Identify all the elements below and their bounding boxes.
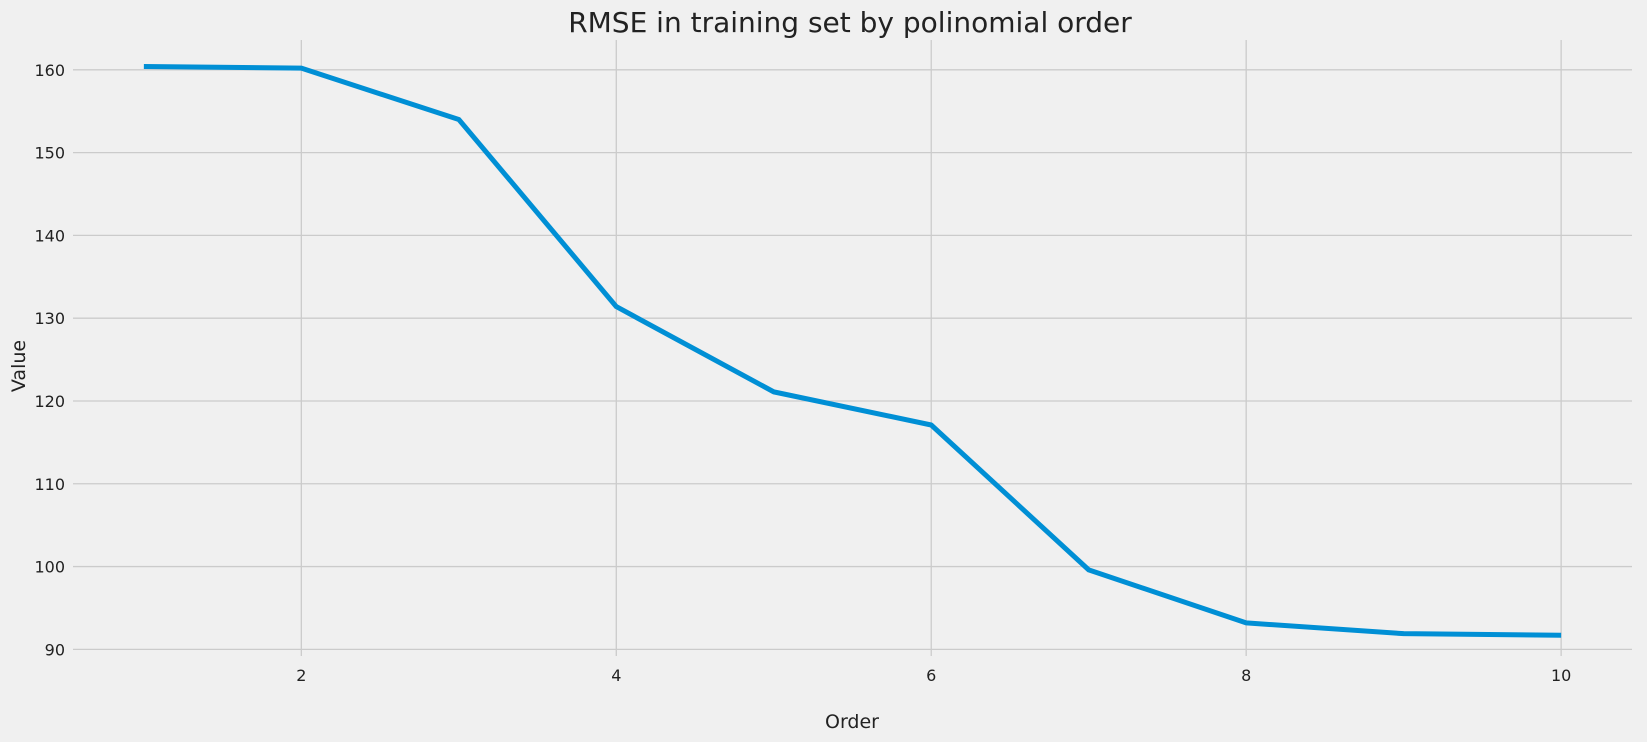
y-axis-ticks: 90 100 110 120 130 140 150 160 [34,61,65,660]
data-point [456,117,461,122]
x-axis-ticks: 2 4 6 8 10 [296,666,1571,685]
data-point [1559,633,1564,638]
x-tick-label: 6 [926,666,936,685]
data-point [614,304,619,309]
series-group [141,63,1564,638]
x-axis-label: Order [825,711,879,733]
data-point [1401,631,1406,636]
y-tick-label: 100 [34,558,65,577]
chart-title: RMSE in training set by polinomial order [568,6,1132,39]
data-point [141,64,146,69]
series-line [143,63,1562,638]
y-tick-label: 90 [45,640,65,659]
data-point [771,389,776,394]
x-tick-label: 8 [1241,666,1251,685]
y-tick-label: 110 [34,475,65,494]
data-point [1244,620,1249,625]
y-tick-label: 160 [34,61,65,80]
data-point [1086,567,1091,572]
grid [73,40,1632,656]
y-tick-label: 150 [34,144,65,163]
y-tick-label: 140 [34,226,65,245]
x-tick-label: 10 [1551,666,1571,685]
y-tick-label: 120 [34,392,65,411]
y-tick-label: 130 [34,309,65,328]
data-point [929,423,934,428]
data-point [299,66,304,71]
x-tick-label: 2 [296,666,306,685]
y-axis-label: Value [8,340,30,392]
x-tick-label: 4 [611,666,621,685]
